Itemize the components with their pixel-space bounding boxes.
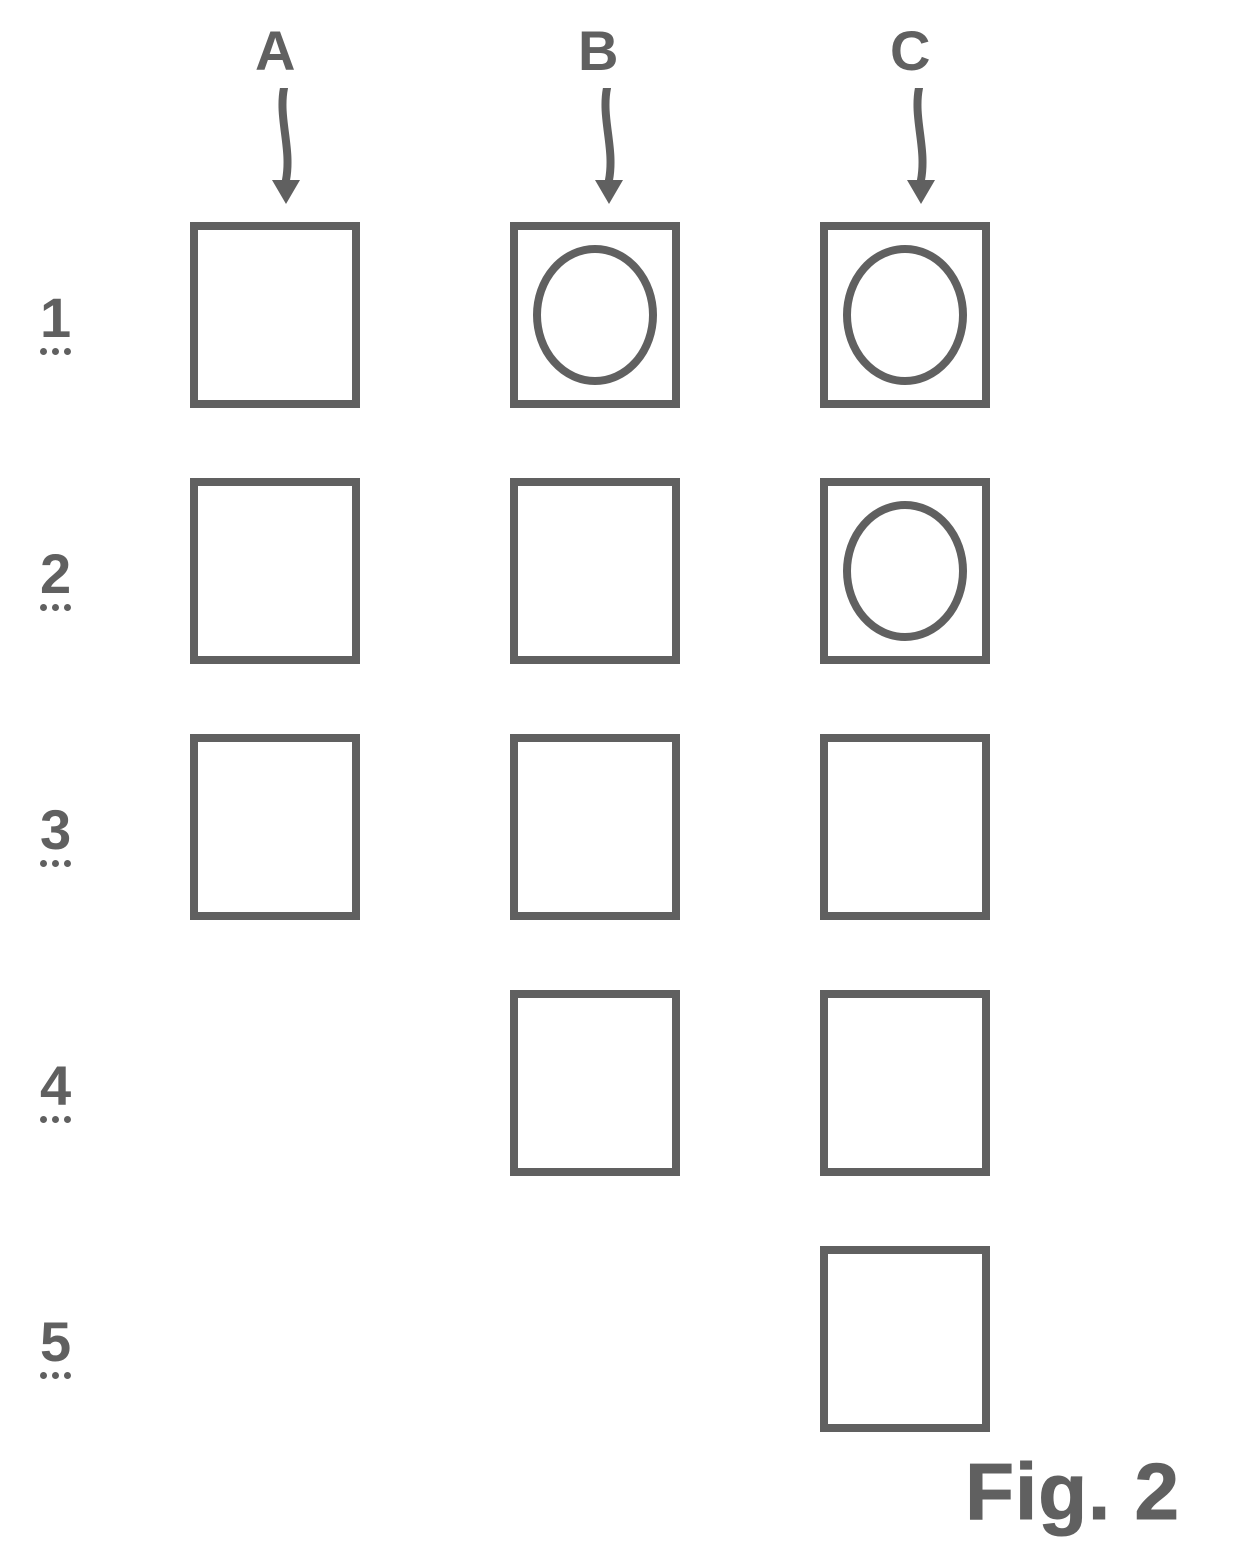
figure-container: A B C 1 2 3 4 5 [0, 0, 1240, 1568]
figure-caption: Fig. 2 [965, 1446, 1180, 1538]
row-label-1: 1 [40, 290, 71, 355]
cell-c3 [820, 734, 990, 920]
row-label-3: 3 [40, 802, 71, 867]
cell-a1 [190, 222, 360, 408]
cell-a2 [190, 478, 360, 664]
column-header-c: C [890, 18, 930, 83]
cell-b2 [510, 478, 680, 664]
cell-b3 [510, 734, 680, 920]
column-arrow-c [907, 88, 937, 213]
row-label-4: 4 [40, 1058, 71, 1123]
column-header-b: B [578, 18, 618, 83]
cell-a3 [190, 734, 360, 920]
column-arrow-b [595, 88, 625, 213]
column-arrow-a [272, 88, 302, 213]
cell-c2 [820, 478, 990, 664]
cell-c4 [820, 990, 990, 1176]
column-header-a: A [255, 18, 295, 83]
cell-b1 [510, 222, 680, 408]
row-label-5: 5 [40, 1314, 71, 1379]
cell-b4 [510, 990, 680, 1176]
row-label-2: 2 [40, 546, 71, 611]
cell-c5 [820, 1246, 990, 1432]
cell-c1 [820, 222, 990, 408]
